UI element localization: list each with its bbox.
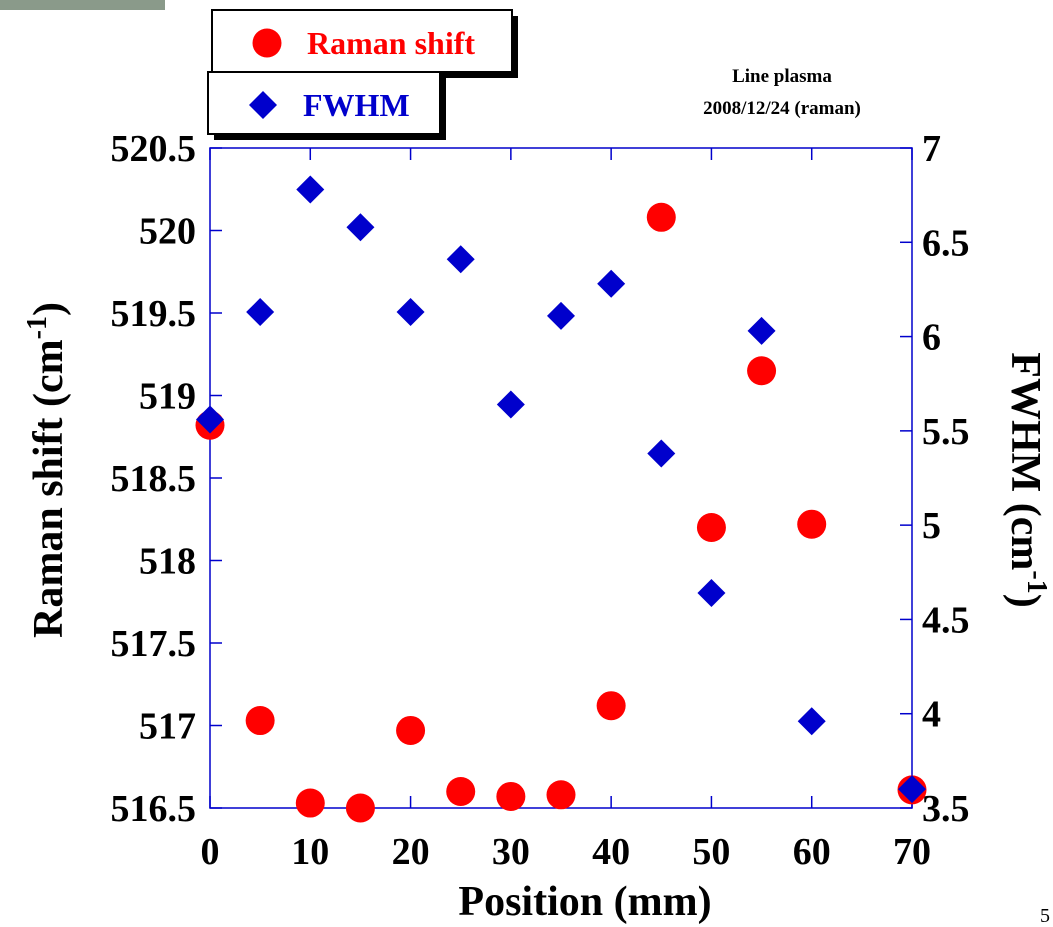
point <box>596 691 626 721</box>
point <box>496 781 526 811</box>
point <box>696 513 726 542</box>
point <box>346 213 375 242</box>
point <box>245 706 275 736</box>
point <box>898 775 926 804</box>
page-number: 5 <box>1040 905 1050 927</box>
x-tick-label: 50 <box>692 831 730 873</box>
y-tick-label: 517.5 <box>111 623 197 665</box>
point <box>797 509 827 539</box>
legend-label: Raman shift <box>307 25 475 61</box>
point <box>496 390 525 419</box>
y2-tick-label: 3.5 <box>922 788 970 830</box>
point <box>196 405 224 434</box>
x-tick-label: 70 <box>893 831 931 873</box>
point <box>446 777 476 806</box>
y-tick-label: 519.5 <box>111 293 197 335</box>
point <box>697 579 726 608</box>
y-tick-label: 518 <box>139 541 196 583</box>
y-tick-label: 517 <box>139 706 196 748</box>
y-tick-label: 520.5 <box>111 128 197 170</box>
legend-marker <box>252 28 282 58</box>
y2-tick-label: 6 <box>922 317 941 359</box>
y2-tick-label: 7 <box>922 128 941 170</box>
y2-tick-label: 5 <box>922 505 941 547</box>
y-tick-label: 520 <box>139 211 196 253</box>
point <box>446 245 475 274</box>
point <box>647 439 676 468</box>
y2-tick-label: 4 <box>922 694 941 736</box>
y-tick-label: 518.5 <box>111 458 197 500</box>
y-axis-title-part: Raman shift (cm <box>26 339 72 638</box>
legend-marker <box>249 91 277 119</box>
point <box>646 202 676 232</box>
y2-axis-title: FWHM (cm-1) <box>1002 352 1052 607</box>
legend-box <box>207 71 441 135</box>
x-tick-label: 0 <box>201 831 220 873</box>
legend-label: FWHM <box>303 87 410 123</box>
x-tick-label: 30 <box>492 831 530 873</box>
point <box>797 707 826 736</box>
point <box>396 715 426 745</box>
x-tick-label: 10 <box>291 831 329 873</box>
y2-tick-label: 6.5 <box>922 222 970 264</box>
x-axis-title: Position (mm) <box>458 879 711 925</box>
y2-axis-title-part: FWHM (cm <box>1002 352 1048 570</box>
point <box>345 793 375 823</box>
image-fragment <box>0 0 165 10</box>
y2-axis-title-part: ) <box>1002 594 1048 608</box>
point <box>547 301 575 330</box>
y-tick-label: 516.5 <box>111 788 197 830</box>
x-tick-label: 60 <box>793 831 831 873</box>
point <box>546 780 576 810</box>
point <box>396 298 425 327</box>
y-tick-label: 519 <box>139 376 196 418</box>
y2-axis-title-part: -1 <box>1021 570 1052 593</box>
y2-tick-label: 4.5 <box>922 599 970 641</box>
annotation: 2008/12/24 (raman) <box>703 98 861 119</box>
point <box>747 356 777 386</box>
legend-box <box>211 9 513 73</box>
x-tick-label: 20 <box>392 831 430 873</box>
point <box>295 788 325 818</box>
annotation: Line plasma <box>732 66 832 87</box>
point <box>246 298 275 327</box>
y-axis-title-part: ) <box>26 302 72 316</box>
y-axis-title-part: -1 <box>22 316 53 339</box>
x-tick-label: 40 <box>592 831 630 873</box>
point <box>296 175 325 204</box>
point <box>597 269 626 298</box>
y-axis-title: Raman shift (cm-1) <box>22 302 72 638</box>
y2-tick-label: 5.5 <box>922 411 970 453</box>
point <box>747 316 776 345</box>
